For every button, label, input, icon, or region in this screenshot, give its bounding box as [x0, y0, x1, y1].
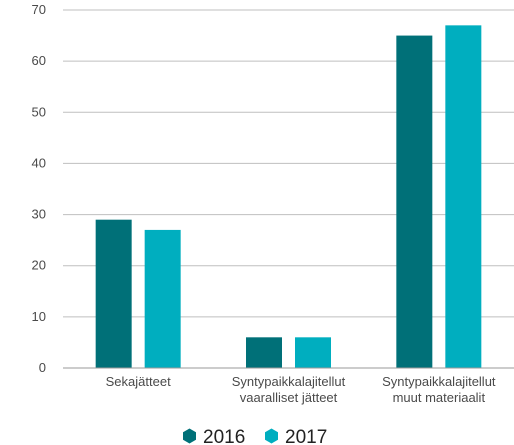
y-tick-label: 70: [32, 2, 46, 17]
bars: [95, 25, 482, 368]
x-category-label-line: vaaralliset jätteet: [240, 390, 338, 405]
y-tick-label: 0: [39, 360, 46, 375]
x-category-label-line: muut materiaalit: [393, 390, 486, 405]
y-tick-label: 10: [32, 309, 46, 324]
x-category-label: Syntypaikkalajitellut vaaralliset jätteet: [232, 374, 346, 405]
gridlines: [63, 9, 514, 318]
y-tick-label: 50: [32, 104, 46, 119]
x-category-label-line: Syntypaikkalajitellut: [232, 374, 346, 389]
bar-2017-2: [295, 337, 331, 368]
legend-marker-2016: [183, 428, 196, 444]
bar-2017-3: [445, 25, 482, 368]
y-axis-tick-labels: 0 10 20 30 40 50 60 70: [32, 2, 46, 375]
bar-2016-3: [396, 35, 433, 368]
x-category-label: Sekajätteet: [106, 374, 171, 389]
legend-marker-2017: [265, 428, 278, 444]
x-category-label-line: Syntypaikkalajitellut: [382, 374, 496, 389]
x-axis-category-labels: Sekajätteet Syntypaikkalajitellut vaaralli…: [106, 374, 496, 405]
y-tick-label: 60: [32, 53, 46, 68]
bar-2016-2: [246, 337, 282, 368]
y-tick-label: 30: [32, 207, 46, 222]
legend-label-2016: 2016: [203, 427, 245, 445]
x-category-label: Syntypaikkalajitellut muut materiaalit: [382, 374, 496, 405]
y-tick-label: 40: [32, 155, 46, 170]
y-tick-label: 20: [32, 258, 46, 273]
legend: 2016 2017: [183, 427, 327, 445]
bar-2016-1: [95, 219, 132, 368]
x-category-label-line: Sekajätteet: [106, 374, 171, 389]
legend-label-2017: 2017: [285, 427, 327, 445]
bar-2017-1: [144, 229, 181, 368]
